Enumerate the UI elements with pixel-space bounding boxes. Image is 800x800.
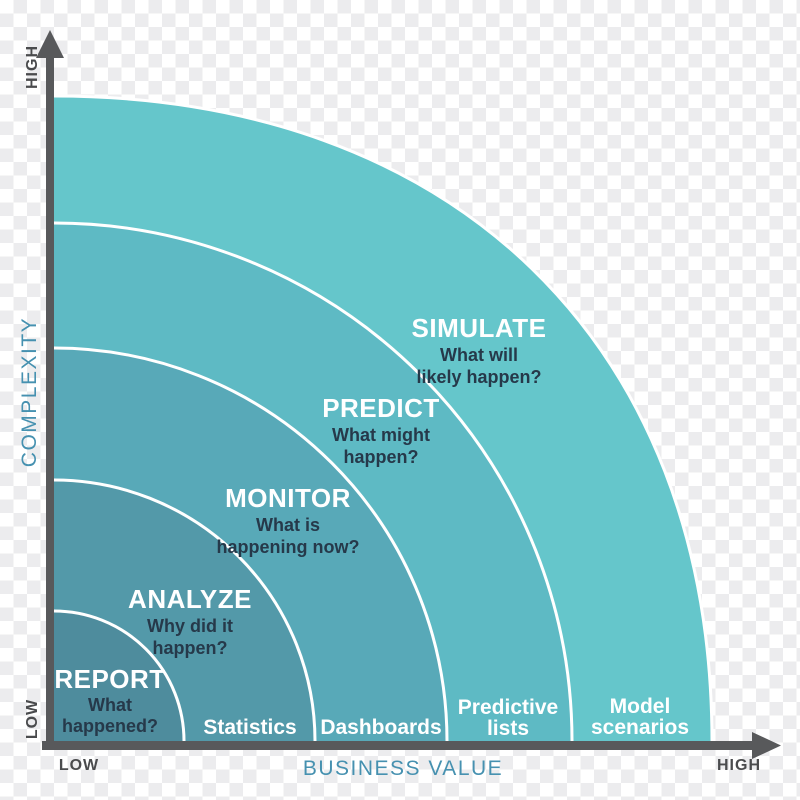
y-axis-high-label: HIGH [24,45,41,89]
stage-question-report-line1: What [88,695,132,715]
band-label-model-line1: Model [609,695,671,718]
stage-label-simulate: SIMULATE What will likely happen? [412,313,547,388]
stage-question-analyze-line1: Why did it [147,616,233,636]
band-label-dashboards: Dashboards [320,716,441,739]
stage-label-monitor: MONITOR What is happening now? [217,483,360,558]
stage-question-report-line2: happened? [61,716,158,736]
x-axis-low-label: LOW [58,757,100,774]
x-axis-line [42,741,755,750]
band-label-predictive-line2: lists [486,717,530,740]
stage-label-analyze: ANALYZE Why did it happen? [128,584,252,659]
stage-question-predict-line2: happen? [343,447,419,467]
stage-title-monitor: MONITOR [225,483,351,513]
y-axis-low-label: LOW [24,698,41,740]
y-axis-arrowhead [36,30,64,58]
x-axis-title: BUSINESS VALUE [302,757,504,780]
stage-question-predict-line1: What might [332,425,430,445]
axes [36,30,781,759]
stage-question-simulate-line1: What will [439,345,518,365]
band-label-model-line2: scenarios [590,716,690,739]
band-label-predictive-line1: Predictive [457,696,559,719]
x-axis-arrowhead [752,732,781,759]
stage-question-simulate-line2: likely happen? [416,367,542,387]
stage-title-report: REPORT [54,664,166,694]
ring-report [54,609,186,741]
band-label-dashboards-text: Dashboards [320,716,442,739]
band-label-predictive-lists: Predictive lists [458,697,558,739]
stage-title-analyze: ANALYZE [128,584,252,614]
band-label-statistics: Statistics [203,716,296,739]
stage-label-report: REPORT What happened? [54,664,165,737]
stage-title-predict: PREDICT [322,393,440,423]
band-label-model-scenarios: Model scenarios [591,696,689,738]
y-axis-line [46,54,54,750]
stage-title-simulate: SIMULATE [411,313,547,343]
x-axis-high-label: HIGH [717,757,761,774]
stage-question-monitor-line1: What is [255,515,321,535]
stage-question-analyze-line2: happen? [152,638,228,658]
stage-label-predict: PREDICT What might happen? [322,393,440,468]
stage-question-monitor-line2: happening now? [216,537,360,557]
band-label-statistics-text: Statistics [203,716,297,739]
arc-simulate-outline [54,94,714,741]
y-axis-title: COMPLEXITY [18,316,41,468]
